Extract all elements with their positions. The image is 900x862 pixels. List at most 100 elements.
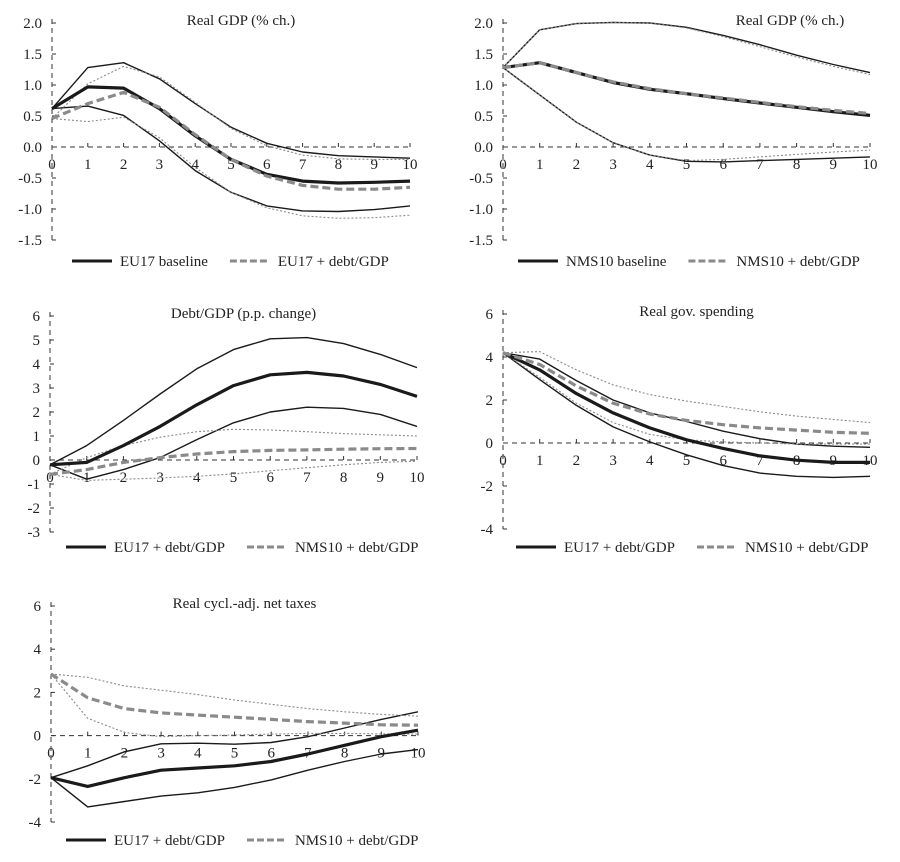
y-tick-label: 0.0 (23, 140, 42, 156)
legend-label: NMS10 + debt/GDP (295, 540, 418, 556)
y-tick-label: 5 (33, 333, 41, 349)
y-tick-label: 2.0 (23, 16, 42, 32)
x-tick-label: 0 (499, 453, 507, 469)
y-tick-label: 1 (33, 429, 41, 445)
x-tick-label: 2 (120, 470, 128, 486)
series-eu17-debt-gdp-upper (51, 65, 410, 160)
series-eu17-debt-gdp-lower (49, 406, 418, 480)
x-tick-label: 3 (609, 453, 617, 469)
y-tick-label: 4 (33, 357, 41, 373)
x-tick-label: 5 (227, 157, 235, 173)
series-nms10-baseline-upper (502, 21, 871, 74)
y-tick-label: -2 (29, 772, 42, 788)
y-tick-label: 2 (486, 393, 494, 409)
legend-label: NMS10 + debt/GDP (745, 540, 868, 556)
legend-label: EU17 baseline (120, 254, 208, 270)
series-eu17-debt-gdp-upper (50, 711, 419, 779)
x-tick-label: 4 (193, 470, 201, 486)
y-tick-label: 1.0 (23, 78, 42, 94)
x-tick-label: 3 (157, 746, 165, 762)
series-eu17-debt-gdp-lower (502, 352, 871, 479)
y-tick-label: -2 (28, 501, 41, 517)
chart-title: Real gov. spending (639, 304, 754, 320)
x-tick-label: 9 (830, 157, 838, 173)
series-nms10-debt-gdp-upper (502, 21, 871, 76)
x-tick-label: 2 (121, 746, 129, 762)
x-tick-label: 0 (499, 157, 507, 173)
series-nms10-baseline-lower (502, 67, 871, 163)
x-tick-label: 3 (609, 157, 617, 173)
series-eu17-debt-gdp (51, 90, 411, 191)
legend-label: EU17 + debt/GDP (114, 833, 225, 849)
x-tick-label: 6 (266, 470, 274, 486)
y-tick-label: 0 (34, 729, 42, 745)
legend: EU17 + debt/GDP NMS10 + debt/GDP (66, 540, 418, 556)
y-tick-label: -1.0 (469, 202, 493, 218)
x-tick-label: 2 (573, 453, 581, 469)
x-tick-label: 4 (194, 746, 202, 762)
x-tick-label: 2 (120, 157, 128, 173)
y-tick-label: 0.5 (23, 109, 42, 125)
legend-label: EU17 + debt/GDP (278, 254, 389, 270)
y-tick-label: 1.0 (474, 78, 493, 94)
y-tick-label: -0.5 (18, 171, 42, 187)
x-tick-label: 4 (646, 157, 654, 173)
x-tick-label: 1 (84, 746, 92, 762)
y-tick-label: 6 (486, 307, 494, 323)
series-eu17-baseline-upper (51, 62, 411, 159)
x-tick-label: 3 (156, 470, 164, 486)
x-tick-label: 9 (377, 470, 385, 486)
series-nms10-debt-gdp (502, 351, 871, 435)
y-tick-label: 2.0 (474, 16, 493, 32)
series-nms10-debt-gdp-upper (50, 673, 419, 717)
x-tick-label: 8 (793, 157, 801, 173)
x-tick-label: 5 (683, 453, 691, 469)
series-eu17-debt-gdp-lower (50, 748, 419, 808)
series-eu17-debt-gdp-upper (502, 352, 871, 448)
x-tick-label: 7 (756, 453, 764, 469)
panel-2: 2.0 1.5 1.0 0.5 0.0 -0.5 -1.0 -1.5 0 1 2 3 4 5 6 7 8 9 10 R… (469, 13, 877, 270)
series-nms10-debt-gdp (502, 61, 871, 116)
y-tick-label: 0 (33, 453, 41, 469)
y-tick-label: 4 (34, 642, 42, 658)
x-tick-label: 1 (84, 157, 92, 173)
y-tick-label: -0.5 (469, 171, 493, 187)
x-tick-label: 0 (46, 470, 54, 486)
y-tick-label: -4 (29, 815, 42, 831)
y-tick-label: 1.5 (23, 47, 42, 63)
y-tick-label: -1.5 (18, 233, 42, 249)
x-tick-label: 1 (83, 470, 91, 486)
x-tick-label: 10 (410, 470, 425, 486)
x-tick-label: 3 (156, 157, 164, 173)
x-tick-label: 8 (335, 157, 343, 173)
legend: NMS10 baseline NMS10 + debt/GDP (518, 254, 860, 270)
y-tick-label: -1.0 (18, 202, 42, 218)
legend-label: NMS10 + debt/GDP (295, 833, 418, 849)
series-nms10-debt-gdp-lower (502, 67, 871, 162)
series-eu17-debt-gdp (502, 351, 870, 464)
y-tick-label: -2 (481, 479, 494, 495)
chart-title: Debt/GDP (p.p. change) (171, 306, 316, 322)
series-eu17-baseline (51, 85, 411, 185)
y-tick-label: -3 (28, 525, 41, 541)
x-tick-label: 5 (683, 157, 691, 173)
x-tick-label: 2 (573, 157, 581, 173)
legend: EU17 + debt/GDP NMS10 + debt/GDP (516, 540, 868, 556)
y-tick-label: 4 (486, 350, 494, 366)
chart-title: Real GDP (% ch.) (187, 13, 296, 29)
legend-label: EU17 + debt/GDP (564, 540, 675, 556)
y-tick-label: 2 (34, 685, 42, 701)
y-tick-label: -4 (481, 522, 494, 538)
x-tick-label: 1 (536, 157, 544, 173)
x-tick-label: 10 (411, 746, 426, 762)
x-tick-label: 4 (646, 453, 654, 469)
series-eu17-debt-gdp (49, 370, 418, 467)
series-nms10-debt-gdp-lower (502, 352, 870, 445)
legend: EU17 + debt/GDP NMS10 + debt/GDP (66, 833, 418, 849)
chart-title: Real GDP (% ch.) (736, 13, 845, 29)
x-tick-label: 4 (191, 157, 199, 173)
x-tick-label: 6 (719, 157, 727, 173)
y-tick-label: 0.0 (474, 140, 493, 156)
